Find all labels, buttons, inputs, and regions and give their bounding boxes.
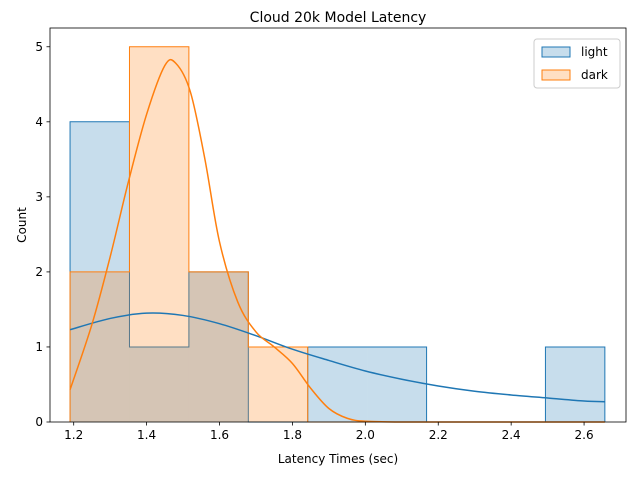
bar-light-2	[188, 271, 249, 422]
x-tick-label: 2.4	[502, 428, 521, 442]
bar-light-8	[545, 346, 605, 422]
legend: light dark	[533, 38, 621, 89]
x-tick-label: 1.6	[210, 428, 229, 442]
bar-dark-3	[248, 346, 308, 422]
x-tick-label: 2.0	[356, 428, 375, 442]
x-axis-ticks: 1.2 1.4 1.6 1.8 2.0 2.2 2.4 2.6	[64, 422, 594, 442]
y-tick-label: 1	[35, 340, 43, 354]
y-tick-label: 3	[35, 190, 43, 204]
bar-dark-2	[188, 271, 249, 422]
bar-dark-1	[129, 46, 189, 423]
y-axis-label: Count	[15, 207, 29, 243]
y-tick-label: 0	[35, 415, 43, 429]
y-axis-ticks: 0 1 2 3 4 5	[35, 40, 50, 429]
x-tick-label: 1.4	[137, 428, 156, 442]
x-axis-label: Latency Times (sec)	[278, 452, 398, 466]
legend-frame	[533, 38, 621, 89]
y-tick-label: 4	[35, 115, 43, 129]
kde-line-light	[69, 312, 605, 403]
legend-swatch-light	[541, 46, 571, 58]
x-tick-label: 1.2	[64, 428, 83, 442]
chart-title: Cloud 20k Model Latency	[250, 10, 427, 26]
y-tick-label: 2	[35, 265, 43, 279]
legend-label-dark: dark	[581, 68, 608, 82]
legend-label-light: light	[581, 45, 608, 59]
plot-frame	[49, 27, 627, 423]
y-tick-label: 5	[35, 40, 43, 54]
x-tick-label: 1.8	[283, 428, 302, 442]
bar-light-1	[129, 346, 189, 422]
plot-area	[50, 28, 626, 422]
bar-light-4	[307, 346, 368, 422]
legend-swatch-dark	[541, 69, 571, 81]
x-tick-label: 2.2	[429, 428, 448, 442]
bar-light-5	[367, 346, 427, 422]
x-tick-label: 2.6	[575, 428, 594, 442]
